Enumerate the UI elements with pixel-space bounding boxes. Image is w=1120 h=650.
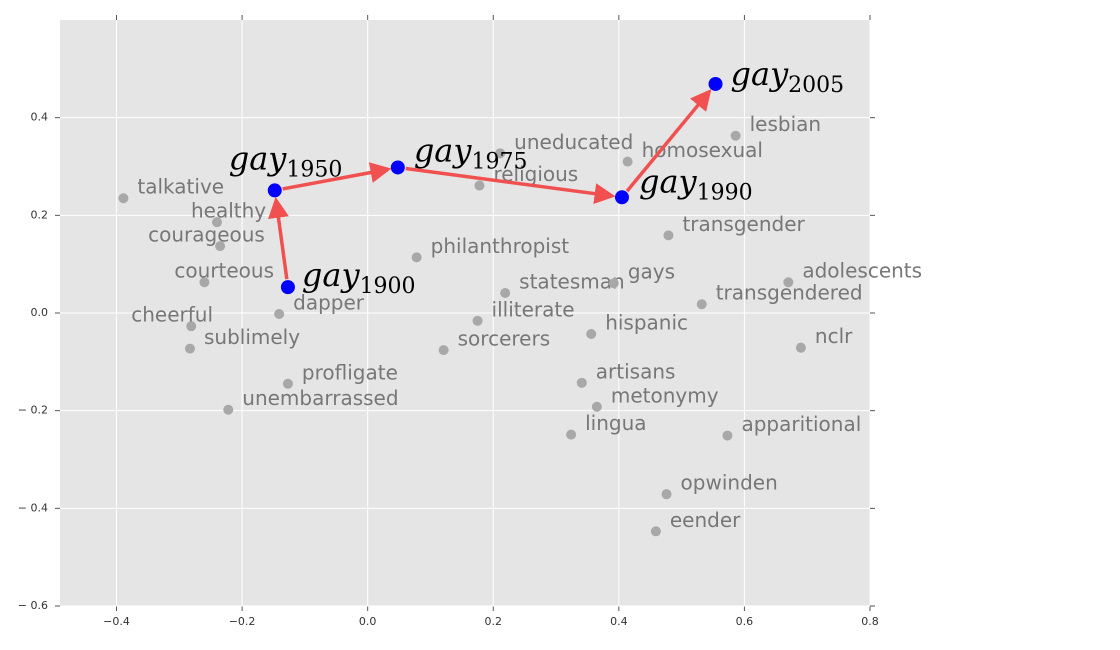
word-label: illiterate (492, 297, 575, 321)
x-tick-label: 0.0 (359, 615, 377, 628)
y-tick-label: 0.2 (31, 208, 49, 221)
highlight-point (614, 190, 629, 205)
highlight-point (267, 183, 282, 198)
word-point (411, 252, 422, 263)
word-point (650, 526, 661, 537)
highlight-label: gay1975 (414, 131, 528, 175)
word-label: courageous (148, 223, 265, 247)
word-label: talkative (137, 175, 224, 199)
word-point (199, 277, 210, 288)
highlight-point (390, 160, 405, 175)
word-point (223, 404, 234, 415)
word-label: artisans (596, 359, 676, 383)
highlight-word: gay (639, 162, 698, 200)
word-label: uneducated (514, 130, 633, 154)
word-label: adolescents (802, 259, 922, 283)
word-point (566, 429, 577, 440)
y-tick-label: 0.0 (31, 306, 49, 319)
highlight-year: 1900 (360, 274, 416, 299)
word-label: eender (670, 508, 741, 532)
word-label: gays (628, 260, 675, 284)
x-tick-label: 0.4 (610, 615, 628, 628)
word-point (118, 193, 129, 204)
highlight-word: gay (731, 54, 790, 92)
word-label: unembarrassed (242, 386, 398, 410)
highlight-year: 1950 (286, 157, 342, 182)
word-point (472, 315, 483, 326)
y-tick-label: − 0.4 (18, 501, 48, 514)
y-tick-label: 0.4 (31, 111, 49, 124)
word-label: statesman (519, 269, 625, 293)
arrow (282, 162, 392, 191)
word-point (661, 489, 672, 500)
word-label: opwinden (681, 471, 778, 495)
word-label: nclr (815, 324, 853, 348)
word-label: healthy (191, 199, 266, 223)
word-point (783, 277, 794, 288)
word-point (186, 321, 197, 332)
arrow (268, 196, 289, 280)
word-point (591, 401, 602, 412)
word-point (211, 217, 222, 228)
x-tick-label: −0.4 (103, 615, 130, 628)
word-point (184, 343, 195, 354)
highlight-word: gay (229, 139, 288, 177)
word-point (474, 180, 485, 191)
word-point (500, 287, 511, 298)
word-label: profligate (302, 360, 398, 384)
word-point (608, 278, 619, 289)
word-label: transgendered (716, 281, 863, 305)
y-tick-label: − 0.6 (18, 599, 48, 612)
word-point (274, 308, 285, 319)
word-point (282, 378, 293, 389)
x-tick-label: 0.6 (736, 615, 754, 628)
word-point (663, 230, 674, 241)
highlight-label: gay2005 (731, 54, 845, 98)
highlight-point (708, 76, 723, 91)
highlight-word: gay (414, 131, 473, 169)
highlight-year: 1990 (697, 180, 753, 205)
x-tick-label: −0.2 (229, 615, 256, 628)
highlight-label: gay1990 (639, 162, 753, 206)
word-point (495, 148, 506, 159)
highlight-label: gay1900 (302, 256, 416, 300)
word-label: philanthropist (431, 234, 570, 258)
highlight-year: 1975 (471, 149, 527, 174)
word-label: courteous (174, 259, 274, 283)
word-point (722, 430, 733, 441)
word-point (215, 241, 226, 252)
highlight-label: gay1950 (229, 139, 343, 183)
word-point (730, 130, 741, 141)
word-label: metonymy (611, 383, 719, 407)
x-tick-label: 0.8 (861, 615, 879, 628)
word-label: cheerful (131, 303, 213, 327)
word-point (438, 345, 449, 356)
highlight-point (280, 280, 295, 295)
y-tick-label: − 0.2 (18, 404, 48, 417)
word-point (586, 328, 597, 339)
x-tick-label: 0.2 (485, 615, 503, 628)
word-label: lingua (585, 411, 646, 435)
highlight-word: gay (302, 256, 361, 294)
word-point (696, 299, 707, 310)
arrow (625, 88, 712, 193)
word-label: hispanic (605, 310, 688, 334)
word-label: sorcerers (458, 327, 550, 351)
word-label: apparitional (741, 412, 861, 436)
word-point (576, 377, 587, 388)
highlight-year: 2005 (788, 73, 844, 98)
word-point (622, 156, 633, 167)
word-label: sublimely (204, 325, 300, 349)
word-label: lesbian (750, 112, 821, 136)
arrow (405, 166, 616, 205)
word-label: transgender (682, 212, 805, 236)
word-point (795, 342, 806, 353)
word-label: dapper (293, 290, 365, 314)
